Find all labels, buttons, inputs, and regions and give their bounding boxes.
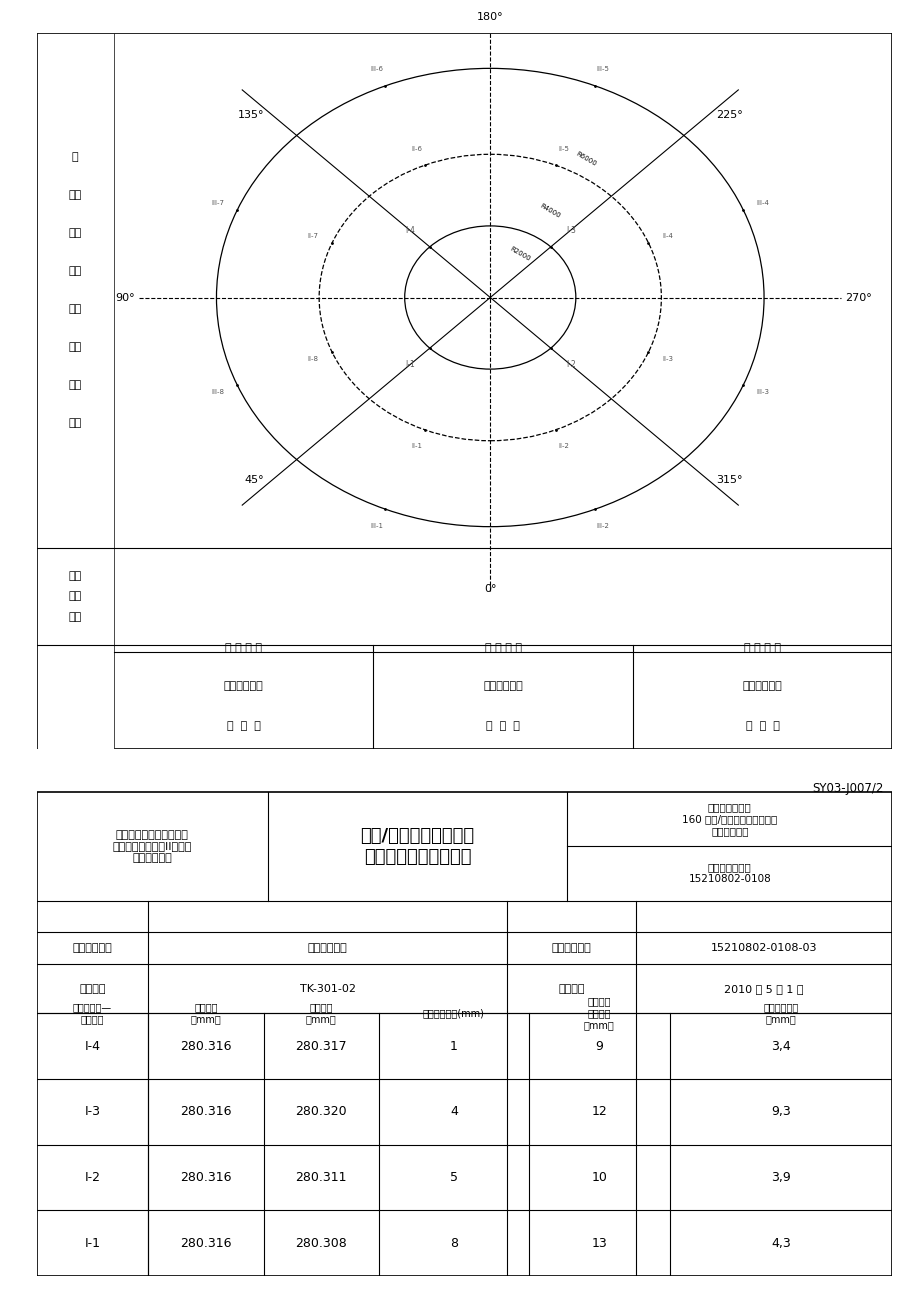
Text: 储罐/气柜基础施工质量
确认及复测记录（二）: 储罐/气柜基础施工质量 确认及复测记录（二） (360, 827, 474, 866)
Text: 测点: 测点 (69, 267, 82, 276)
Text: 4,3: 4,3 (770, 1237, 790, 1250)
Text: 储罐编号: 储罐编号 (79, 984, 106, 993)
Text: 315°: 315° (716, 475, 743, 484)
Text: III-8: III-8 (210, 389, 224, 395)
Text: 45°: 45° (244, 475, 264, 484)
Text: II-6: II-6 (411, 146, 422, 151)
Text: 280.316: 280.316 (180, 1237, 232, 1250)
Text: I-4: I-4 (404, 225, 414, 234)
Text: 135°: 135° (237, 111, 264, 120)
Text: 交 出 单 位: 交 出 单 位 (743, 643, 780, 654)
Text: 任意两点
最大高差
（mm）: 任意两点 最大高差 （mm） (584, 996, 614, 1030)
Text: 280.311: 280.311 (295, 1170, 346, 1184)
Text: 5: 5 (449, 1170, 458, 1184)
Text: I-3: I-3 (85, 1105, 100, 1118)
Text: III-6: III-6 (370, 66, 383, 72)
Text: 280.308: 280.308 (295, 1237, 346, 1250)
Text: 布置: 布置 (69, 190, 82, 201)
Text: II-4: II-4 (662, 233, 673, 238)
Text: 测点标高误差(mm): 测点标高误差(mm) (423, 1008, 484, 1018)
Text: III-5: III-5 (596, 66, 609, 72)
Text: 同心圆编号—
测点编号: 同心圆编号— 测点编号 (73, 1003, 112, 1025)
Text: III-7: III-7 (210, 201, 224, 206)
Text: II-3: II-3 (662, 357, 673, 362)
Text: 225°: 225° (716, 111, 743, 120)
Text: 9,3: 9,3 (770, 1105, 790, 1118)
Text: 单位工程编号: 单位工程编号 (551, 944, 591, 953)
Text: R2000: R2000 (508, 246, 531, 262)
Text: 年  月  日: 年 月 日 (485, 721, 519, 730)
Text: 复测: 复测 (69, 612, 82, 621)
Text: 280.317: 280.317 (295, 1039, 346, 1052)
Text: 15210802-0108-03: 15210802-0108-03 (710, 944, 816, 953)
Text: 280.316: 280.316 (180, 1105, 232, 1118)
Text: 设备安装工程: 设备安装工程 (308, 944, 347, 953)
Text: 同心: 同心 (69, 342, 82, 353)
Text: I-2: I-2 (85, 1170, 100, 1184)
Text: 0°: 0° (483, 583, 496, 594)
Text: I-1: I-1 (85, 1237, 100, 1250)
Text: III-4: III-4 (755, 201, 768, 206)
Text: III-3: III-3 (755, 389, 768, 395)
Text: 2010 年 5 月 1 日: 2010 年 5 月 1 日 (723, 984, 803, 993)
Text: 接 收 单 位: 接 收 单 位 (484, 643, 521, 654)
Text: II-1: II-1 (411, 444, 422, 449)
Text: I-3: I-3 (565, 225, 575, 234)
Text: 10: 10 (591, 1170, 607, 1184)
Text: 测点标高
（mm）: 测点标高 （mm） (306, 1003, 336, 1025)
Text: 90°: 90° (116, 293, 135, 302)
Text: SY03-J007/2: SY03-J007/2 (811, 783, 883, 796)
Text: III-2: III-2 (596, 523, 609, 529)
Text: I-2: I-2 (565, 361, 575, 370)
Text: 单项工程编号：
15210802-0108: 单项工程编号： 15210802-0108 (687, 863, 770, 884)
Text: 复测日期: 复测日期 (558, 984, 584, 993)
Text: 基础: 基础 (69, 380, 82, 391)
Text: 270°: 270° (845, 293, 871, 302)
Text: 技术负责人：: 技术负责人： (742, 681, 782, 690)
Text: I-1: I-1 (404, 361, 414, 370)
Text: 280.320: 280.320 (295, 1105, 346, 1118)
Text: 4: 4 (449, 1105, 458, 1118)
Text: 中国石油吉林石化分公司
汽柴油质量升级和II常减压
装置改造工程: 中国石油吉林石化分公司 汽柴油质量升级和II常减压 装置改造工程 (112, 829, 192, 863)
Text: 3,4: 3,4 (770, 1039, 790, 1052)
Text: 12: 12 (591, 1105, 607, 1118)
Text: 9: 9 (595, 1039, 603, 1052)
Text: 280.316: 280.316 (180, 1170, 232, 1184)
Text: 1: 1 (449, 1039, 458, 1052)
Text: II-7: II-7 (307, 233, 318, 238)
Text: 180°: 180° (476, 12, 503, 22)
Text: 13: 13 (591, 1237, 607, 1250)
Text: 监理工程师：: 监理工程师： (223, 681, 263, 690)
Text: 3,9: 3,9 (770, 1170, 790, 1184)
Text: I-4: I-4 (85, 1039, 100, 1052)
Text: 年  月  日: 年 月 日 (226, 721, 260, 730)
Text: 确认: 确认 (69, 572, 82, 582)
Bar (37, 33, 114, 749)
Text: 结果: 结果 (69, 591, 82, 602)
Text: 编号: 编号 (69, 228, 82, 238)
Text: 圆及: 圆及 (69, 305, 82, 314)
Text: R6000: R6000 (574, 150, 596, 167)
Text: II-8: II-8 (307, 357, 318, 362)
Text: R4000: R4000 (539, 202, 561, 219)
Text: 单位工程名称: 单位工程名称 (73, 944, 112, 953)
Text: TK-301-02: TK-301-02 (300, 984, 356, 993)
Text: 年  月  日: 年 月 日 (745, 721, 778, 730)
Text: 计算标高
（mm）: 计算标高 （mm） (190, 1003, 221, 1025)
Text: 监 理 单 位: 监 理 单 位 (225, 643, 262, 654)
Text: 相邻两点高差
（mm）: 相邻两点高差 （mm） (763, 1003, 798, 1025)
Text: II-5: II-5 (558, 146, 569, 151)
Text: II-2: II-2 (558, 444, 569, 449)
Text: III-1: III-1 (370, 523, 383, 529)
Text: 单项工程名称：
160 万吨/年柴油加氢精制装置
柴油中间罐区: 单项工程名称： 160 万吨/年柴油加氢精制装置 柴油中间罐区 (682, 802, 777, 836)
Text: 8: 8 (449, 1237, 458, 1250)
Text: 图: 图 (72, 152, 78, 163)
Text: 技术负责人：: 技术负责人： (482, 681, 522, 690)
Text: 280.316: 280.316 (180, 1039, 232, 1052)
Text: 储罐: 储罐 (69, 418, 82, 428)
